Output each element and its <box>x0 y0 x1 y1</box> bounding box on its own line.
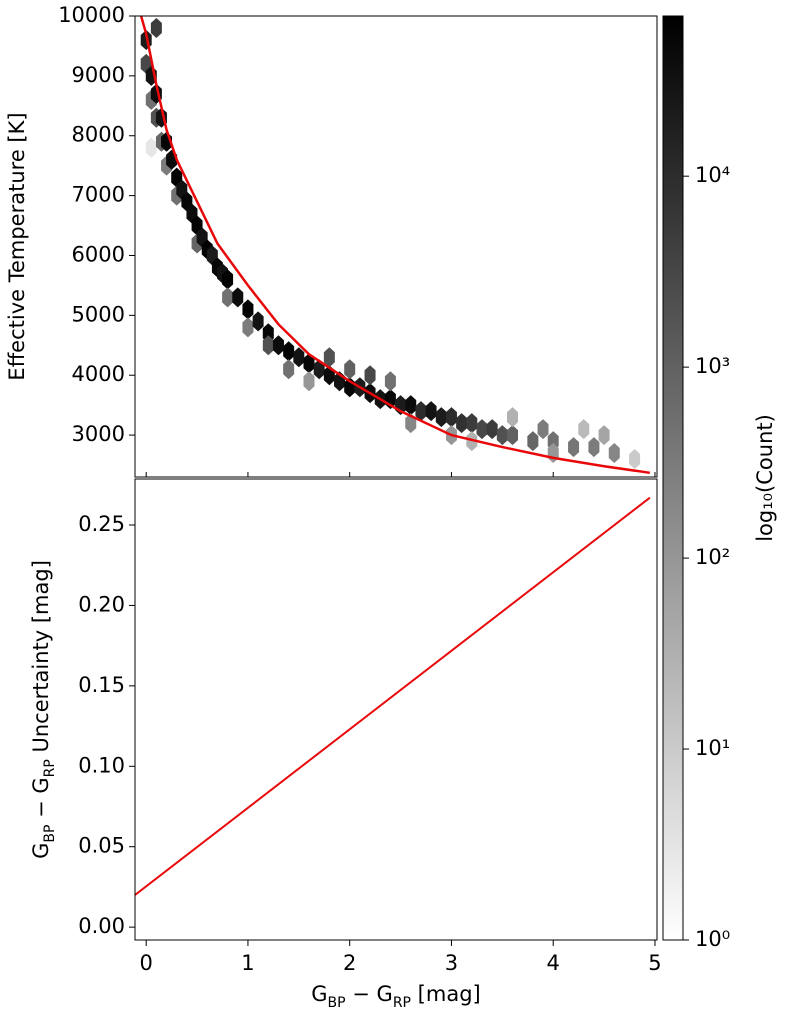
y-tick-label: 0.15 <box>78 673 125 697</box>
hex-cell <box>537 419 549 440</box>
y-tick-label: 0.10 <box>78 753 125 777</box>
hex-cell <box>568 437 580 458</box>
hex-cell <box>608 443 620 464</box>
label-part: Uncertainty [mag] <box>29 560 53 759</box>
y-tick-label: 6000 <box>72 242 125 266</box>
label-part: [mag] <box>411 982 481 1006</box>
hex-cell <box>283 359 295 380</box>
hex-cell <box>629 449 641 470</box>
y-axis-label: Effective Temperature [K] <box>5 112 29 380</box>
hex-cell <box>588 437 600 458</box>
hex-cell <box>150 17 162 38</box>
y-tick-label: 10000 <box>58 3 125 27</box>
label-part: G <box>311 982 327 1006</box>
colorbar-tick-label: 10¹ <box>695 736 730 760</box>
hex-cell <box>293 347 305 368</box>
y-tick-label: 0.20 <box>78 592 125 616</box>
y-tick-label: 0.00 <box>78 914 125 938</box>
line <box>135 496 651 896</box>
hex-cell <box>405 395 417 416</box>
y-tick-label: 8000 <box>72 123 125 147</box>
colorbar-label: log₁₀(Count) <box>753 414 777 542</box>
hex-cell <box>262 335 274 356</box>
x-tick-label: 4 <box>547 951 560 975</box>
y-axis-label: GBP − GRP Uncertainty [mag] <box>29 560 58 859</box>
label-part: BP <box>328 995 346 1011</box>
hex-cell <box>384 371 396 392</box>
hex-cell <box>425 401 437 422</box>
y-tick-label: 0.25 <box>78 512 125 536</box>
hex-cell <box>252 311 264 332</box>
hex-cell <box>486 419 498 440</box>
fit-curve <box>139 16 651 475</box>
colorbar-tick-label: 10³ <box>695 354 730 378</box>
hexbin <box>140 17 641 470</box>
hex-cell <box>496 425 508 446</box>
hex-cell <box>242 317 254 338</box>
y-tick-label: 0.05 <box>78 834 125 858</box>
hex-cell <box>222 269 234 290</box>
x-axis-label: GBP − GRP [mag] <box>311 982 480 1011</box>
x-tick-label: 5 <box>648 951 661 975</box>
hex-cell <box>507 407 519 428</box>
hex-cell <box>578 419 590 440</box>
label-part: BP <box>42 825 58 843</box>
hex-cell <box>303 371 315 392</box>
y-tick-label: 7000 <box>72 183 125 207</box>
hex-cell <box>242 299 254 320</box>
x-tick-label: 1 <box>241 951 254 975</box>
x-tick-label: 3 <box>445 951 458 975</box>
axes-frame <box>134 15 658 478</box>
y-tick-label: 4000 <box>72 362 125 386</box>
y-tick-label: 3000 <box>72 422 125 446</box>
axes-frame <box>134 478 658 941</box>
y-tick-label: 9000 <box>72 63 125 87</box>
hex-cell <box>445 407 457 428</box>
hex-cell <box>344 359 356 380</box>
label-part: − G <box>346 982 393 1006</box>
hex-cell <box>598 425 610 446</box>
hex-cell <box>466 413 478 434</box>
colorbar <box>662 15 684 941</box>
label-part: − G <box>29 777 53 824</box>
hex-cell <box>232 287 244 308</box>
hex-cell <box>145 137 157 158</box>
colorbar-tick-label: 10² <box>695 545 730 569</box>
label-part: G <box>29 843 53 859</box>
colorbar-tick-label: 10⁰ <box>695 927 730 951</box>
label-part: RP <box>42 759 58 777</box>
y-tick-label: 5000 <box>72 302 125 326</box>
hex-cell <box>507 425 519 446</box>
hex-cell <box>323 347 335 368</box>
x-tick-label: 0 <box>140 951 153 975</box>
hex-cell <box>415 401 427 422</box>
hex-cell <box>303 353 315 374</box>
hex-cell <box>222 287 234 308</box>
hex-cell <box>527 431 539 452</box>
hex-cell <box>272 335 284 356</box>
hex-cell <box>283 341 295 362</box>
hex-cell <box>364 365 376 386</box>
hex-cell <box>476 419 488 440</box>
x-tick-label: 2 <box>343 951 356 975</box>
hex-cell <box>435 407 447 428</box>
colorbar-tick-label: 10⁴ <box>695 163 730 187</box>
label-part: RP <box>393 995 411 1011</box>
hex-cell <box>456 413 468 434</box>
